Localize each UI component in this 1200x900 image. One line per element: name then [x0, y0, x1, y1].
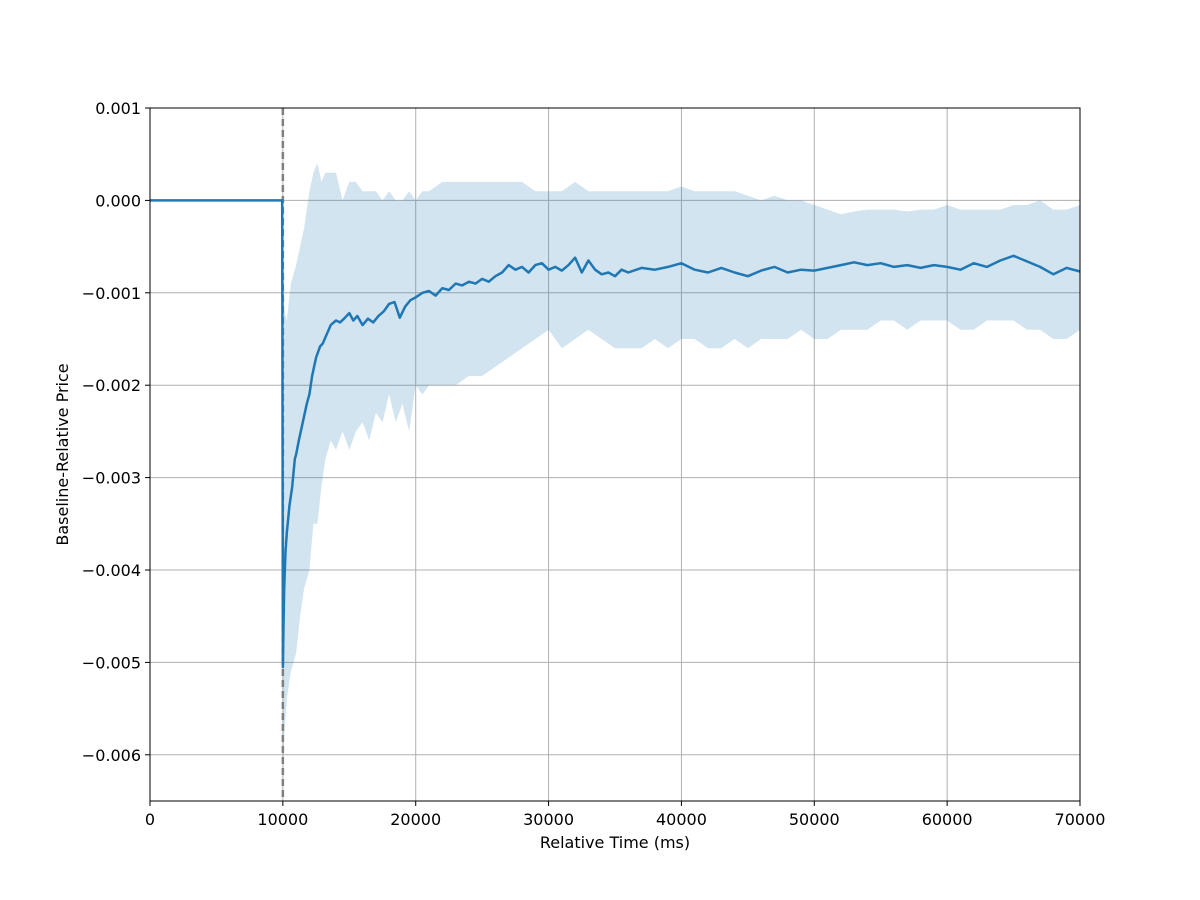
y-tick-label: −0.003	[82, 469, 141, 488]
x-tick-label: 50000	[789, 810, 840, 829]
y-axis: 0.001 0.000 −0.001 −0.002 −0.003 −0.004 −0.005…	[82, 99, 150, 765]
y-tick-label: −0.004	[82, 561, 141, 580]
series-line	[150, 199, 1081, 669]
x-axis-label: Relative Time (ms)	[540, 833, 690, 852]
x-axis: 0 10000 20000 30000 40000 50000 60000 70000	[145, 801, 1106, 829]
confidence-band	[282, 163, 1080, 783]
x-tick-label: 70000	[1055, 810, 1106, 829]
y-tick-label: −0.006	[82, 746, 141, 765]
y-tick-label: 0.001	[95, 99, 141, 118]
plot-frame	[149, 107, 1081, 802]
x-tick-label: 30000	[523, 810, 574, 829]
x-tick-label: 10000	[257, 810, 308, 829]
y-axis-label: Baseline-Relative Price	[53, 363, 72, 545]
y-tick-label: −0.001	[82, 284, 141, 303]
x-tick-label: 0	[145, 810, 155, 829]
grid	[149, 107, 1081, 801]
x-tick-label: 20000	[390, 810, 441, 829]
y-tick-label: −0.002	[82, 376, 141, 395]
y-tick-label: −0.005	[82, 653, 141, 672]
x-tick-label: 60000	[922, 810, 973, 829]
x-tick-label: 40000	[656, 810, 707, 829]
y-tick-label: 0.000	[95, 191, 141, 210]
